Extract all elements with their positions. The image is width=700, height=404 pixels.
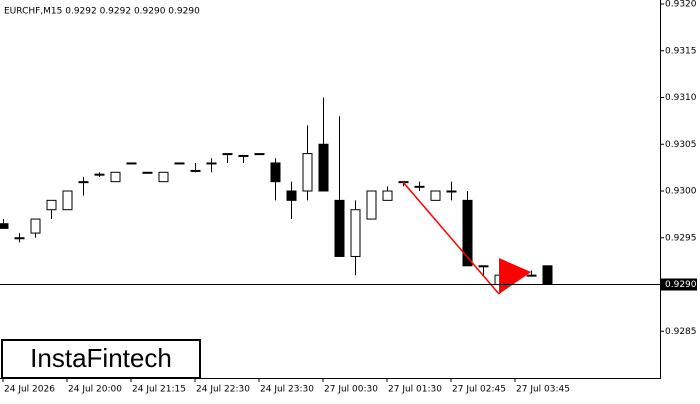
candle-body xyxy=(334,199,345,257)
candle-body xyxy=(206,162,217,165)
logo: InstaFintech xyxy=(30,343,172,373)
candle-body xyxy=(526,274,537,277)
candle-body xyxy=(110,171,121,183)
x-tick-label: 24 Jul 2026 xyxy=(4,385,55,395)
x-tick-label: 27 Jul 03:45 xyxy=(516,385,570,395)
candle-body xyxy=(94,173,105,176)
logo-box xyxy=(1,339,201,379)
x-tick-label: 27 Jul 00:30 xyxy=(324,385,378,395)
candle-body xyxy=(302,153,313,192)
chart-title: EURCHF,M15 0.9292 0.9292 0.9290 0.9290 xyxy=(4,7,200,17)
y-tick-label: 0.9305 xyxy=(665,140,697,150)
candle-body xyxy=(414,185,425,188)
pattern-line xyxy=(402,181,500,295)
candle-body xyxy=(78,181,89,184)
candle-body xyxy=(446,190,457,193)
candle-body xyxy=(478,265,489,268)
candle-body xyxy=(174,162,185,165)
x-tick-label: 27 Jul 02:45 xyxy=(452,385,506,395)
candle-body xyxy=(30,218,41,234)
last-price-label: 0.9290 xyxy=(665,280,697,290)
y-tick-label: 0.9285 xyxy=(665,327,697,337)
y-tick-label: 0.9320 xyxy=(665,0,697,10)
candle-body xyxy=(254,153,265,156)
candle-body xyxy=(350,209,361,257)
y-tick-label: 0.9310 xyxy=(665,93,697,103)
candle-body xyxy=(158,171,169,183)
candle-body xyxy=(366,190,377,220)
x-tick-label: 24 Jul 20:00 xyxy=(68,385,122,395)
candle-body xyxy=(318,143,329,192)
candle-body xyxy=(270,162,281,183)
candle-body xyxy=(462,199,473,267)
candle-body xyxy=(142,171,153,174)
candle-body xyxy=(126,162,137,165)
candle-body xyxy=(382,190,393,201)
candle-body xyxy=(238,154,249,157)
marks xyxy=(0,97,553,294)
y-tick-label: 0.9295 xyxy=(665,233,697,243)
y-tick-label: 0.9315 xyxy=(665,46,697,56)
candle-body xyxy=(62,190,73,211)
candle-body xyxy=(286,190,297,201)
y-tick-label: 0.9300 xyxy=(665,187,697,197)
candle-body xyxy=(190,169,201,172)
x-tick-label: 24 Jul 22:30 xyxy=(196,385,250,395)
candle-body xyxy=(46,199,57,211)
candle-body xyxy=(542,265,553,285)
candle-body xyxy=(222,153,233,156)
candle-body xyxy=(0,223,9,229)
candle-body xyxy=(430,190,441,201)
x-tick-label: 27 Jul 01:30 xyxy=(388,385,442,395)
x-tick-label: 24 Jul 23:30 xyxy=(260,385,314,395)
last-price-tag xyxy=(661,278,697,291)
candle-body xyxy=(14,237,25,240)
x-tick-label: 24 Jul 21:15 xyxy=(132,385,186,395)
